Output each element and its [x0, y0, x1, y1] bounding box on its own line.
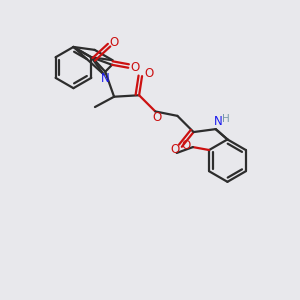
Text: O: O — [130, 61, 139, 74]
Text: O: O — [152, 111, 161, 124]
Text: O: O — [171, 143, 180, 156]
Text: O: O — [144, 67, 153, 80]
Text: O: O — [109, 36, 119, 49]
Text: H: H — [222, 114, 230, 124]
Text: N: N — [101, 72, 110, 85]
Text: N: N — [214, 115, 222, 128]
Text: O: O — [182, 139, 191, 152]
